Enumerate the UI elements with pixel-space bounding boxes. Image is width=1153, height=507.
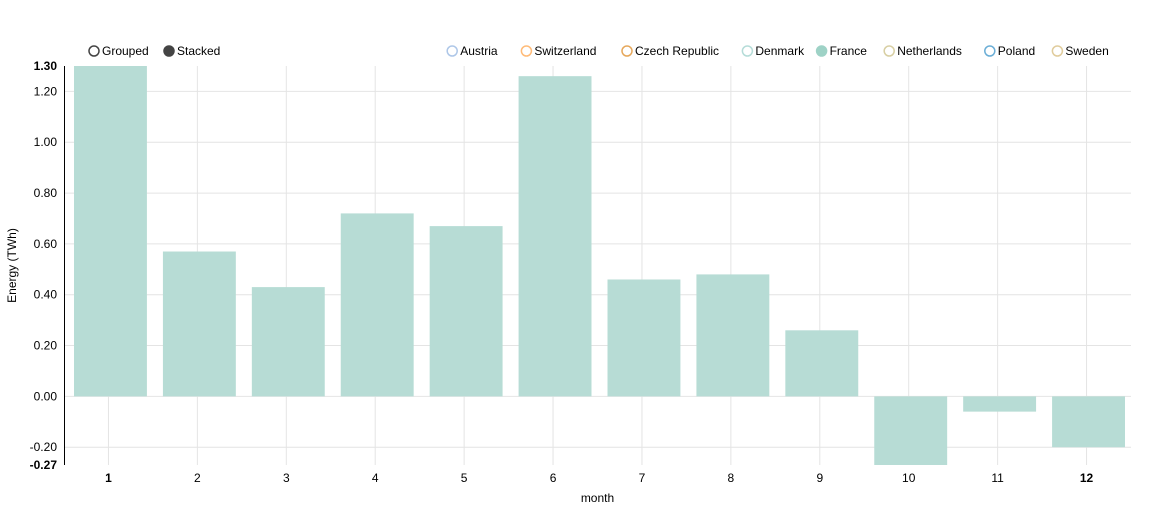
legend-swatch-icon <box>984 45 996 57</box>
x-tick-label: 3 <box>283 471 290 485</box>
x-tick-label: 11 <box>991 471 1004 485</box>
bar-12[interactable] <box>1052 396 1125 448</box>
mode-stacked-radio[interactable]: Stacked <box>163 44 220 58</box>
x-tick-labels: 1 2 3 4 5 6 7 8 9 10 11 12 <box>105 471 1093 485</box>
bar-5[interactable] <box>429 226 503 397</box>
x-tick-label: 8 <box>728 471 735 485</box>
legend-label: France <box>830 44 868 58</box>
legend-swatch-icon <box>446 45 458 57</box>
legend-item[interactable]: Denmark <box>741 44 805 58</box>
legend-label: Switzerland <box>534 44 596 58</box>
legend-label: Czech Republic <box>635 44 719 58</box>
bar-1[interactable] <box>74 66 147 397</box>
mode-grouped-radio[interactable]: Grouped <box>88 44 149 58</box>
x-tick-label: 4 <box>372 471 379 485</box>
bar-2[interactable] <box>162 251 236 397</box>
x-tick-label: 10 <box>902 471 916 485</box>
bar-4[interactable] <box>340 213 414 397</box>
x-tick-label: 6 <box>550 471 557 485</box>
legend-item[interactable]: Czech Republic <box>621 44 719 58</box>
radio-circle-icon <box>88 45 100 57</box>
legend-item[interactable]: Netherlands <box>883 44 962 58</box>
bar-6[interactable] <box>518 76 592 397</box>
y-tick-label: 0.20 <box>34 339 58 353</box>
x-tick-label: 9 <box>816 471 823 485</box>
y-tick-label: 0.40 <box>34 288 58 302</box>
legend-swatch-icon <box>1051 45 1064 57</box>
mode-label: Grouped <box>102 44 149 58</box>
y-tick-labels: -0.20 0.00 0.20 0.40 0.60 0.80 1.00 1.20 -0.27 1.… <box>30 59 58 472</box>
legend-label: Poland <box>998 44 1035 58</box>
legend-label: Austria <box>460 44 498 58</box>
bar-7[interactable] <box>607 279 681 397</box>
mode-controls: Grouped Stacked <box>88 44 220 58</box>
x-tick-label: 1 <box>105 471 112 485</box>
y-tick-label: 1.20 <box>34 84 58 98</box>
x-tick-label: 5 <box>461 471 468 485</box>
legend-item[interactable]: Poland <box>984 44 1035 58</box>
legend-swatch-icon <box>741 45 754 57</box>
legend-swatch-icon <box>815 45 828 57</box>
y-axis-title: Energy (TWh) <box>5 228 19 303</box>
mode-label: Stacked <box>177 44 220 58</box>
bar-10[interactable] <box>874 396 948 465</box>
bar-11[interactable] <box>963 396 1037 412</box>
legend-label: Netherlands <box>897 44 962 58</box>
x-tick-label: 12 <box>1080 471 1094 485</box>
y-tick-label: -0.20 <box>30 440 58 454</box>
y-min-label: -0.27 <box>30 458 58 472</box>
y-tick-label: 1.00 <box>34 135 58 149</box>
x-tick-label: 2 <box>194 471 201 485</box>
legend-swatch-icon <box>621 45 633 57</box>
legend-swatch-icon <box>883 45 895 57</box>
legend-swatch-icon <box>520 45 533 57</box>
radio-circle-icon <box>163 45 175 57</box>
legend-item[interactable]: Sweden <box>1051 44 1109 58</box>
legend: Austria Switzerland Czech Republic Denmark F… <box>446 44 1109 58</box>
legend-item[interactable]: France <box>815 44 868 58</box>
y-tick-label: 0.00 <box>34 389 58 403</box>
legend-label: Denmark <box>755 44 805 58</box>
x-tick-label: 7 <box>639 471 646 485</box>
bar-3[interactable] <box>251 287 325 397</box>
bars <box>74 66 1125 465</box>
y-tick-label: 0.60 <box>34 237 58 251</box>
x-axis-title: month <box>581 491 614 505</box>
bar-9[interactable] <box>785 330 859 397</box>
y-tick-label: 0.80 <box>34 186 58 200</box>
legend-item[interactable]: Switzerland <box>520 44 596 58</box>
bar-8[interactable] <box>696 274 770 397</box>
y-max-label: 1.30 <box>34 59 58 73</box>
legend-label: Sweden <box>1065 44 1108 58</box>
legend-item[interactable]: Austria <box>446 44 498 58</box>
